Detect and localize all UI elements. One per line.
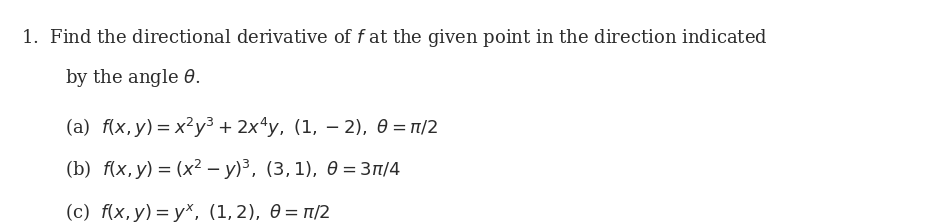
Text: (a)  $f(x, y) = x^2y^3 + 2x^4y,\ (1, -2),\ \theta = \pi/2$: (a) $f(x, y) = x^2y^3 + 2x^4y,\ (1, -2),… [65, 116, 438, 140]
Text: (b)  $f(x, y) = (x^2 - y)^3,\ (3, 1),\ \theta = 3\pi/4$: (b) $f(x, y) = (x^2 - y)^3,\ (3, 1),\ \t… [65, 158, 401, 182]
Text: by the angle $\theta$.: by the angle $\theta$. [65, 67, 201, 89]
Text: 1.  Find the directional derivative of $f$ at the given point in the direction i: 1. Find the directional derivative of $f… [21, 27, 767, 49]
Text: (c)  $f(x, y) = y^x,\ (1, 2),\ \theta = \pi/2$: (c) $f(x, y) = y^x,\ (1, 2),\ \theta = \… [65, 201, 330, 223]
